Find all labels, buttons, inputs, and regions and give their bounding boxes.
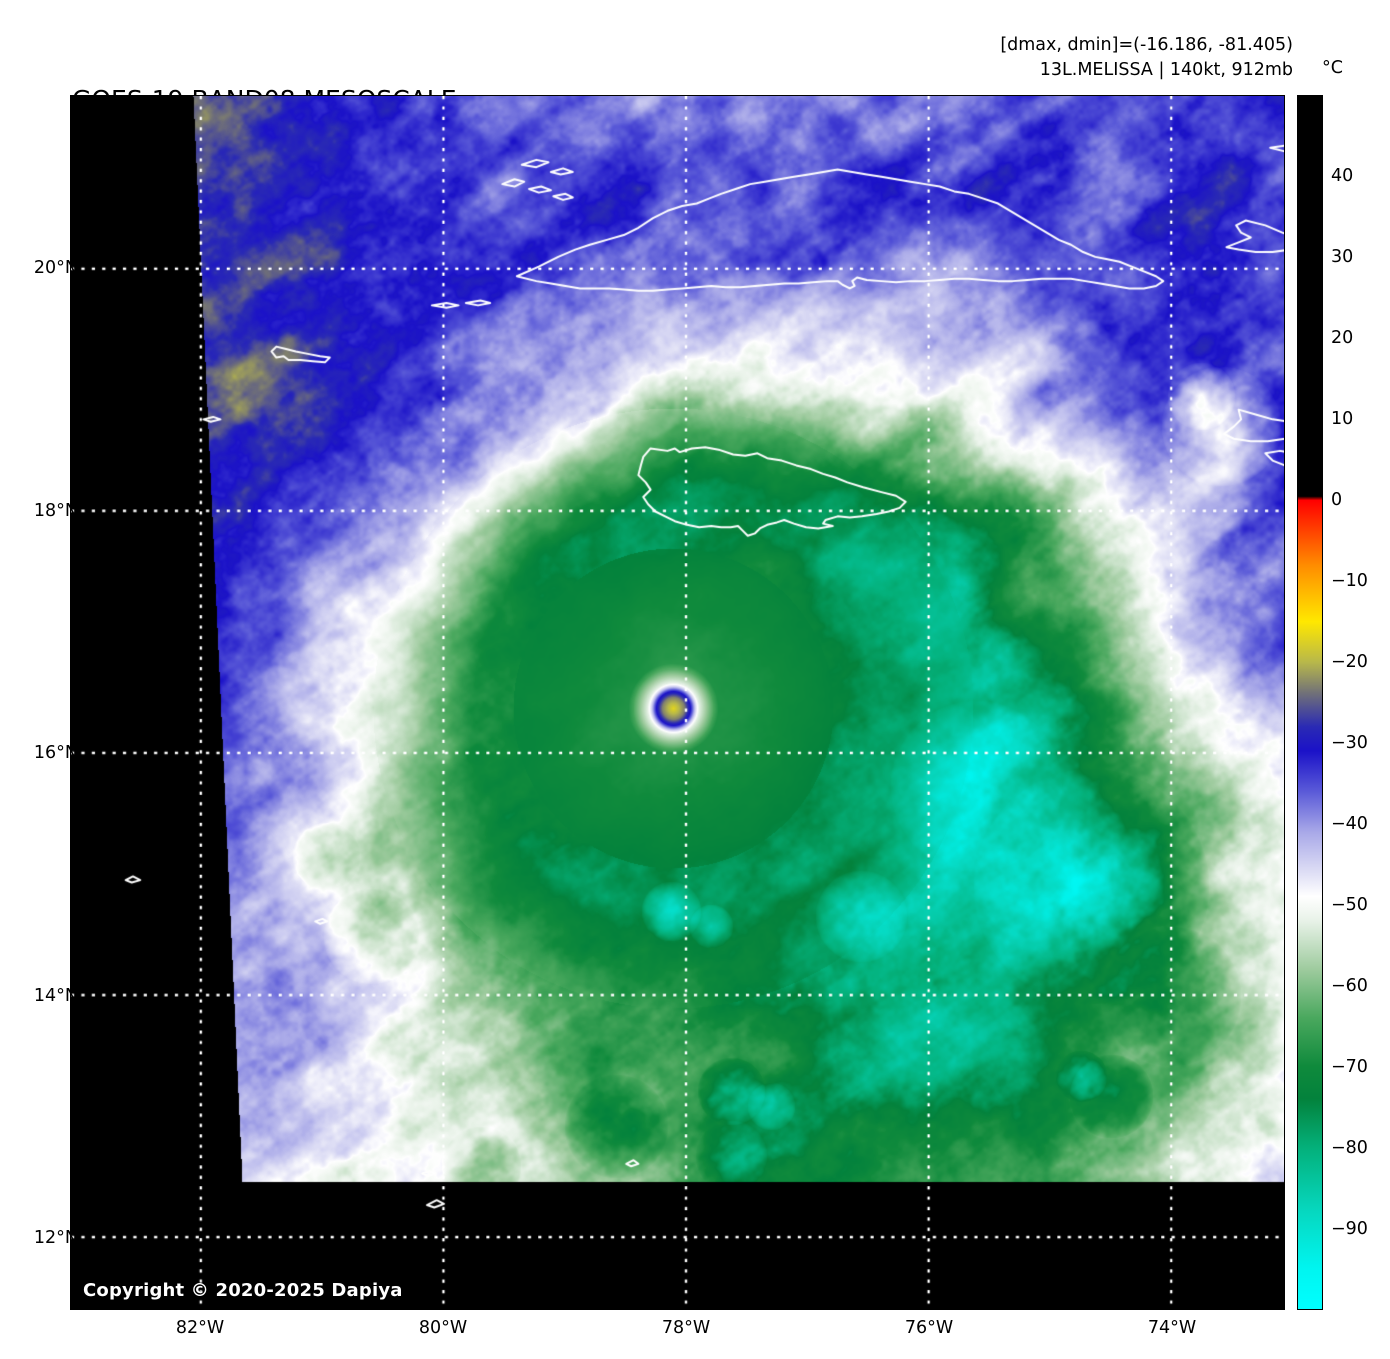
latitude-tick-20: 20°N bbox=[33, 258, 78, 278]
storm-readout: 13L.MELISSA | 140kt, 912mb bbox=[1039, 59, 1293, 80]
colorbar-tick-neg60: −60 bbox=[1331, 976, 1368, 996]
colorbar-tick-neg90: −90 bbox=[1331, 1219, 1368, 1239]
dminmax-readout: [dmax, dmin]=(-16.186, -81.405) bbox=[1000, 35, 1293, 55]
longitude-tick-neg82: 82°W bbox=[175, 1318, 225, 1338]
latitude-tick-12: 12°N bbox=[33, 1228, 78, 1248]
latitude-tick-14: 14°N bbox=[33, 985, 78, 1006]
latitude-tick-16: 16°N bbox=[33, 743, 78, 763]
satellite-image-panel[interactable]: Copyright © 2020-2025 Dapiya bbox=[70, 95, 1285, 1310]
longitude-tick-neg74: 74°W bbox=[1147, 1318, 1197, 1338]
colorbar-tick-neg20: −20 bbox=[1331, 652, 1368, 672]
colorbar-tick-neg10: −10 bbox=[1331, 571, 1368, 591]
latitude-tick-18: 18°N bbox=[33, 500, 78, 521]
colorbar-tick-10: 10 bbox=[1331, 409, 1354, 429]
metadata-block: [dmax, dmin]=(-16.186, -81.405) 13L.MELI… bbox=[1000, 33, 1293, 83]
longitude-tick-neg76: 76°W bbox=[904, 1318, 954, 1338]
colorbar-unit-label: °C bbox=[1322, 58, 1343, 78]
graticule-overlay bbox=[71, 96, 1284, 1309]
colorbar-tick-0: 0 bbox=[1331, 490, 1343, 510]
colorbar-gradient bbox=[1297, 95, 1323, 1310]
colorbar-tick-neg30: −30 bbox=[1331, 733, 1368, 753]
colorbar[interactable] bbox=[1297, 95, 1323, 1310]
colorbar-tick-30: 30 bbox=[1331, 247, 1354, 267]
colorbar-tick-20: 20 bbox=[1331, 328, 1354, 348]
colorbar-tick-40: 40 bbox=[1331, 166, 1354, 186]
longitude-tick-neg80: 80°W bbox=[418, 1318, 468, 1338]
longitude-tick-neg78: 78°W bbox=[661, 1318, 711, 1338]
copyright-notice: Copyright © 2020-2025 Dapiya bbox=[83, 1280, 403, 1301]
colorbar-tick-neg70: −70 bbox=[1331, 1057, 1368, 1077]
colorbar-tick-neg50: −50 bbox=[1331, 895, 1368, 915]
colorbar-tick-neg80: −80 bbox=[1331, 1138, 1368, 1158]
colorbar-tick-neg40: −40 bbox=[1331, 814, 1368, 834]
